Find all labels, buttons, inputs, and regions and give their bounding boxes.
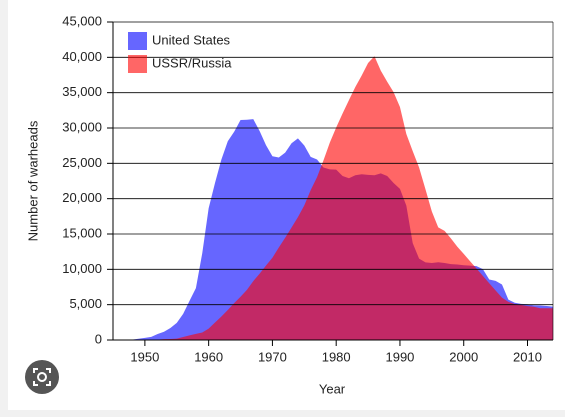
- y-tick-label: 5,000: [69, 296, 102, 311]
- x-tick-label: 2010: [513, 349, 542, 364]
- x-tick-label: 1980: [322, 349, 351, 364]
- x-tick-label: 1960: [194, 349, 223, 364]
- y-tick-label: 10,000: [62, 261, 102, 276]
- x-tick-label: 1970: [258, 349, 287, 364]
- y-tick-label: 35,000: [62, 84, 102, 99]
- legend-label: United States: [152, 32, 231, 47]
- legend-label: USSR/Russia: [152, 55, 232, 70]
- y-tick-label: 40,000: [62, 49, 102, 64]
- lens-button[interactable]: [25, 360, 59, 394]
- x-tick-label: 1950: [130, 349, 159, 364]
- x-tick-label: 1990: [385, 349, 414, 364]
- y-tick-label: 30,000: [62, 119, 102, 134]
- y-tick-label: 25,000: [62, 155, 102, 170]
- x-axis-label: Year: [319, 381, 346, 396]
- y-tick-label: 0: [95, 331, 102, 346]
- y-axis-label: Number of warheads: [25, 120, 40, 241]
- y-tick-label: 15,000: [62, 225, 102, 240]
- y-tick-label: 20,000: [62, 190, 102, 205]
- x-tick-label: 2000: [449, 349, 478, 364]
- legend-swatch: [128, 32, 147, 50]
- y-tick-label: 45,000: [62, 13, 102, 28]
- legend-swatch: [128, 55, 147, 73]
